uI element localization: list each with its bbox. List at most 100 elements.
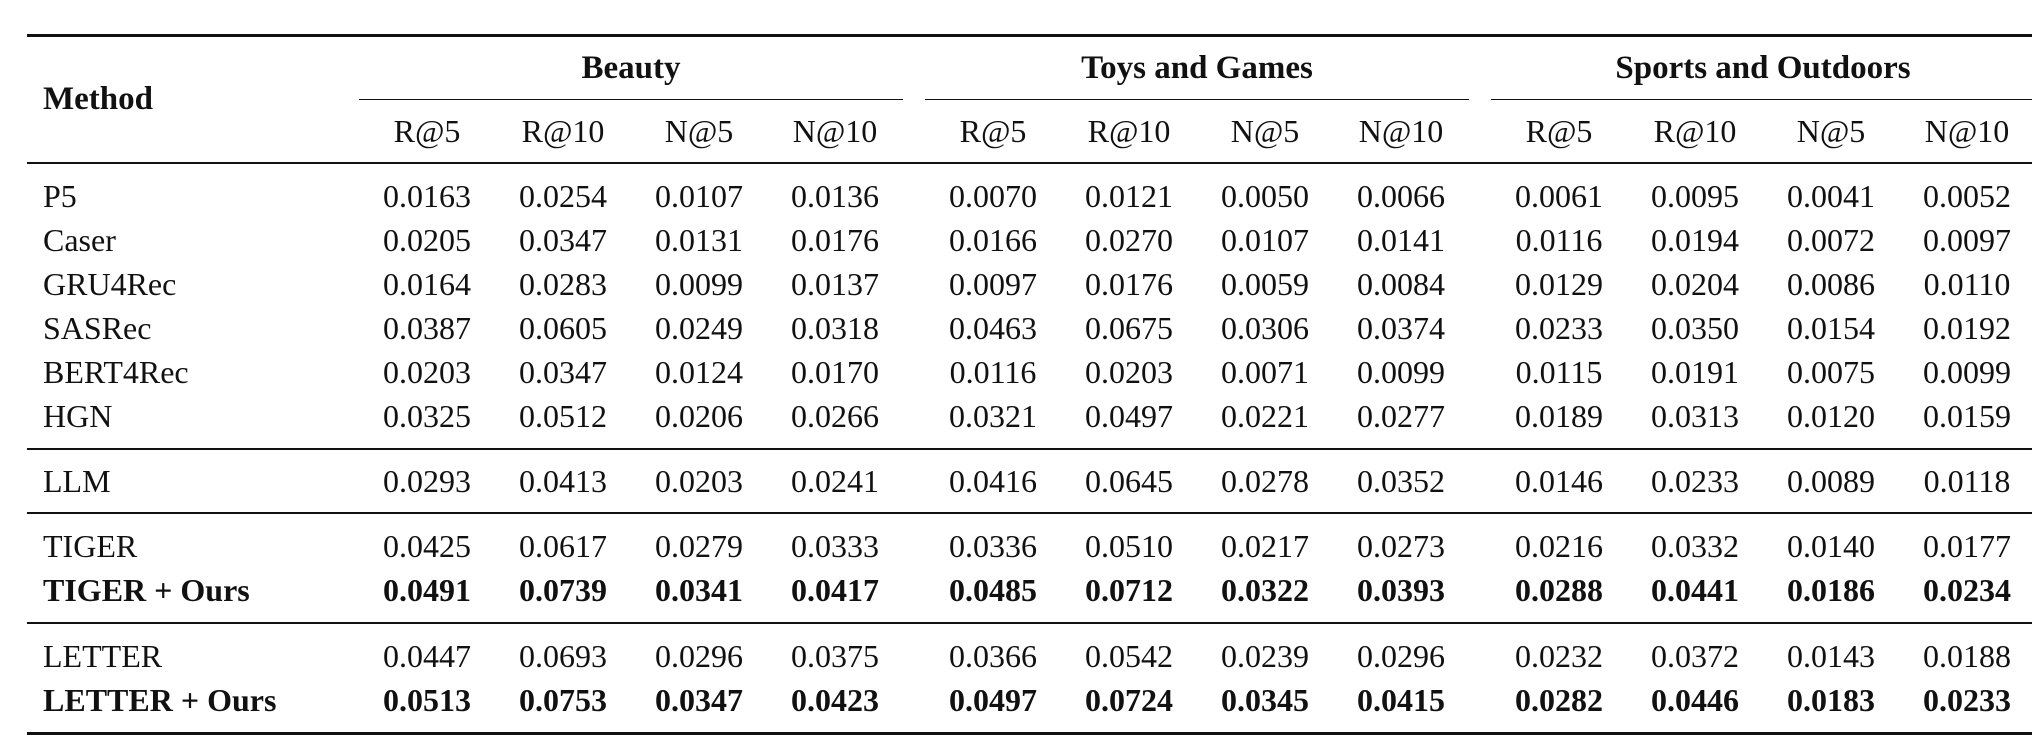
group-header-toys-and-games: Toys and Games	[925, 37, 1469, 100]
value-cell: 0.0345	[1221, 681, 1309, 718]
table-row: HGN 0.0325 0.0512 0.0206 0.0266 0.0321 0.0497 0…	[27, 394, 2032, 449]
value-cell: 0.0164	[383, 265, 471, 302]
value-cell: 0.0675	[1085, 309, 1173, 346]
value-cell: 0.0491	[383, 571, 471, 608]
value-cell: 0.0497	[949, 681, 1037, 718]
value-cell: 0.0645	[1085, 462, 1173, 499]
value-cell: 0.0347	[519, 221, 607, 258]
value-cell: 0.0084	[1357, 265, 1445, 302]
value-cell: 0.0041	[1787, 177, 1875, 214]
value-cell: 0.0296	[1357, 637, 1445, 674]
value-cell: 0.0513	[383, 681, 471, 718]
metric-header-sports-and-outdoors-rat10: R@10	[1653, 112, 1737, 149]
value-cell: 0.0146	[1515, 462, 1603, 499]
value-cell: 0.0423	[791, 681, 879, 718]
value-cell: 0.0216	[1515, 527, 1603, 564]
metric-header-toys-and-games-nat10: N@10	[1358, 112, 1444, 149]
value-cell: 0.0393	[1357, 571, 1445, 608]
table-row: LLM 0.0293 0.0413 0.0203 0.0241 0.0416 0.0645 0…	[27, 450, 2032, 513]
value-cell: 0.0375	[791, 637, 879, 674]
value-cell: 0.0116	[949, 353, 1037, 390]
value-cell: 0.0136	[791, 177, 879, 214]
value-cell: 0.0387	[383, 309, 471, 346]
value-cell: 0.0072	[1787, 221, 1875, 258]
value-cell: 0.0415	[1357, 681, 1445, 718]
value-cell: 0.0266	[791, 397, 879, 434]
metric-header-toys-and-games-rat10: R@10	[1087, 112, 1171, 149]
value-cell: 0.0313	[1651, 397, 1739, 434]
value-cell: 0.0374	[1357, 309, 1445, 346]
value-cell: 0.0120	[1787, 397, 1875, 434]
value-cell: 0.0070	[949, 177, 1037, 214]
value-cell: 0.0372	[1651, 637, 1739, 674]
table-row: P5 0.0163 0.0254 0.0107 0.0136 0.0070 0.0121 0.…	[27, 164, 2032, 218]
value-cell: 0.0110	[1923, 265, 2011, 302]
table-row: SASRec 0.0387 0.0605 0.0249 0.0318 0.0463 0.06…	[27, 306, 2032, 350]
value-cell: 0.0192	[1923, 309, 2011, 346]
value-cell: 0.0204	[1651, 265, 1739, 302]
method-cell: TIGER	[43, 527, 138, 564]
method-cell: BERT4Rec	[43, 353, 189, 390]
value-cell: 0.0278	[1221, 462, 1309, 499]
value-cell: 0.0341	[655, 571, 743, 608]
value-cell: 0.0116	[1515, 221, 1603, 258]
results-table-container: Method Beauty Toys and Games Sports and …	[27, 34, 2032, 736]
value-cell: 0.0183	[1787, 681, 1875, 718]
value-cell: 0.0321	[949, 397, 1037, 434]
metric-header-sports-and-outdoors-nat10: N@10	[1924, 112, 2010, 149]
value-cell: 0.0233	[1651, 462, 1739, 499]
value-cell: 0.0322	[1221, 571, 1309, 608]
value-cell: 0.0605	[519, 309, 607, 346]
value-cell: 0.0205	[383, 221, 471, 258]
value-cell: 0.0724	[1085, 681, 1173, 718]
value-cell: 0.0061	[1515, 177, 1603, 214]
value-cell: 0.0333	[791, 527, 879, 564]
value-cell: 0.0066	[1357, 177, 1445, 214]
method-cell: LETTER	[43, 637, 163, 674]
value-cell: 0.0332	[1651, 527, 1739, 564]
value-cell: 0.0154	[1787, 309, 1875, 346]
value-cell: 0.0234	[1923, 571, 2011, 608]
metric-header-beauty-nat5: N@5	[664, 112, 734, 149]
value-cell: 0.0425	[383, 527, 471, 564]
value-cell: 0.0099	[1923, 353, 2011, 390]
value-cell: 0.0221	[1221, 397, 1309, 434]
table-row: TIGER + Ours 0.0491 0.0739 0.0341 0.0417 0.04…	[27, 568, 2032, 623]
value-cell: 0.0512	[519, 397, 607, 434]
method-cell: HGN	[43, 397, 113, 434]
value-cell: 0.0325	[383, 397, 471, 434]
value-cell: 0.0446	[1651, 681, 1739, 718]
value-cell: 0.0052	[1923, 177, 2011, 214]
table-row: LETTER + Ours 0.0513 0.0753 0.0347 0.0423 0.0…	[27, 678, 2032, 734]
metric-header-beauty-nat10: N@10	[792, 112, 878, 149]
metric-header-sports-and-outdoors-rat5: R@5	[1525, 112, 1593, 149]
method-cell: GRU4Rec	[43, 265, 177, 302]
method-cell: LLM	[43, 462, 111, 499]
value-cell: 0.0542	[1085, 637, 1173, 674]
value-cell: 0.0131	[655, 221, 743, 258]
value-cell: 0.0350	[1651, 309, 1739, 346]
method-cell: Caser	[43, 221, 116, 258]
value-cell: 0.0203	[383, 353, 471, 390]
value-cell: 0.0413	[519, 462, 607, 499]
value-cell: 0.0366	[949, 637, 1037, 674]
table-row: Caser 0.0205 0.0347 0.0131 0.0176 0.0166 0.027…	[27, 218, 2032, 262]
value-cell: 0.0336	[949, 527, 1037, 564]
value-cell: 0.0191	[1651, 353, 1739, 390]
metric-header-beauty-rat10: R@10	[521, 112, 605, 149]
table-row: GRU4Rec 0.0164 0.0283 0.0099 0.0137 0.0097 0.0…	[27, 262, 2032, 306]
value-cell: 0.0194	[1651, 221, 1739, 258]
value-cell: 0.0071	[1221, 353, 1309, 390]
value-cell: 0.0170	[791, 353, 879, 390]
value-cell: 0.0206	[655, 397, 743, 434]
value-cell: 0.0270	[1085, 221, 1173, 258]
value-cell: 0.0186	[1787, 571, 1875, 608]
value-cell: 0.0166	[949, 221, 1037, 258]
value-cell: 0.0288	[1515, 571, 1603, 608]
value-cell: 0.0318	[791, 309, 879, 346]
value-cell: 0.0141	[1357, 221, 1445, 258]
value-cell: 0.0249	[655, 309, 743, 346]
value-cell: 0.0176	[1085, 265, 1173, 302]
value-cell: 0.0485	[949, 571, 1037, 608]
value-cell: 0.0739	[519, 571, 607, 608]
